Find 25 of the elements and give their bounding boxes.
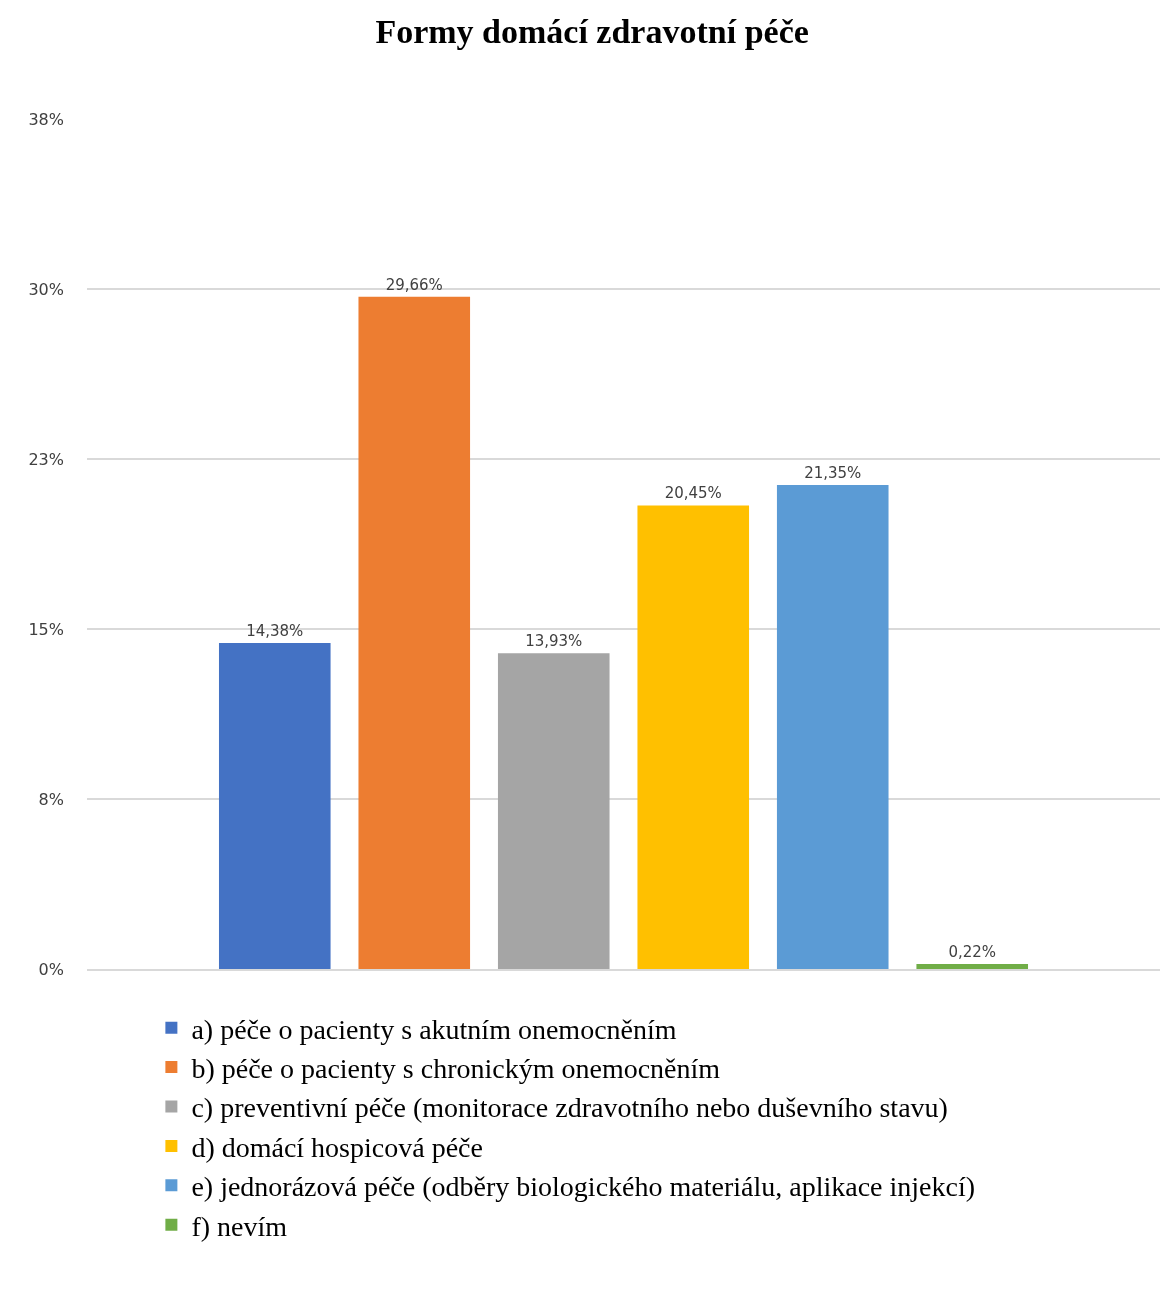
y-tick-label: 23% <box>28 449 64 469</box>
y-tick-label: 38% <box>28 109 64 129</box>
legend-label: f) nevím <box>191 1210 288 1242</box>
bar <box>776 485 889 969</box>
legend-label: c) preventivní péče (monitorace zdravotního nebo duševního stavu) <box>191 1092 948 1124</box>
bar <box>497 653 610 969</box>
legend-label: b) péče o pacienty s chronickým onemocněním <box>191 1053 721 1085</box>
y-tick-label: 15% <box>28 619 64 639</box>
bar <box>916 964 1029 969</box>
data-label: 14,38% <box>246 622 304 641</box>
y-tick-label: 8% <box>38 789 64 809</box>
data-label: 13,93% <box>525 632 583 651</box>
legend-label: a) péče o pacienty s akutním onemocněním <box>191 1013 677 1045</box>
y-tick-label: 30% <box>28 279 64 299</box>
bar <box>218 643 331 969</box>
chart-title: Formy domácí zdravotní péče <box>375 13 809 51</box>
data-label: 29,66% <box>385 275 443 294</box>
legend-label: d) domácí hospicová péče <box>191 1131 483 1163</box>
legend-label: e) jednorázová péče (odběry biologického materiálu, aplikace injekcí) <box>191 1171 976 1203</box>
bar <box>358 296 471 969</box>
bar <box>637 505 750 969</box>
data-label: 21,35% <box>804 464 862 483</box>
y-tick-label: 0% <box>38 959 64 979</box>
data-label: 0,22% <box>948 943 997 962</box>
data-label: 20,45% <box>664 484 722 503</box>
